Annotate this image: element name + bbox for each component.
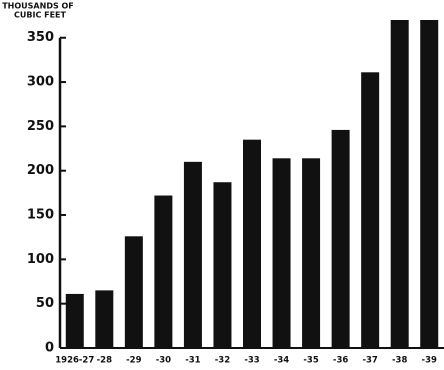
y-tick-label: 300: [27, 75, 54, 90]
x-tick-label: -31: [185, 356, 200, 366]
bar: [65, 293, 84, 348]
bar: [154, 195, 173, 348]
y-tick-label: 100: [27, 252, 54, 267]
y-tick-label: 250: [27, 119, 54, 134]
bar: [95, 290, 114, 348]
bar: [243, 139, 261, 348]
y-tick-label: 0: [45, 341, 54, 356]
x-tick-label: 1926-27: [55, 356, 94, 366]
x-tick-label: -28: [97, 356, 112, 366]
x-tick-label: -39: [422, 356, 437, 366]
x-tick-label: -32: [215, 356, 230, 366]
x-tick-label: -36: [333, 356, 348, 366]
y-axis-label: CUBIC FEET: [14, 11, 66, 20]
x-tick-label: -29: [126, 356, 141, 366]
x-tick-label: -33: [244, 356, 259, 366]
y-tick-label: 200: [27, 163, 54, 178]
y-axis-label: THOUSANDS OF: [2, 2, 74, 11]
x-tick-label: -38: [392, 356, 407, 366]
bar: [124, 236, 143, 348]
y-tick-label: 150: [27, 208, 54, 223]
bar: [302, 158, 321, 348]
bar: [213, 182, 232, 348]
x-tick-label: -34: [274, 356, 289, 366]
y-tick-label: 350: [27, 30, 54, 45]
bar: [390, 20, 409, 348]
x-tick-label: -37: [362, 356, 377, 366]
y-tick-label: 50: [36, 296, 54, 311]
bar: [361, 72, 380, 348]
x-tick-label: -35: [303, 356, 318, 366]
x-tick-label: -30: [156, 356, 171, 366]
bar: [331, 129, 350, 348]
bar: [272, 158, 291, 348]
bar: [183, 161, 202, 348]
bar: [420, 20, 439, 348]
